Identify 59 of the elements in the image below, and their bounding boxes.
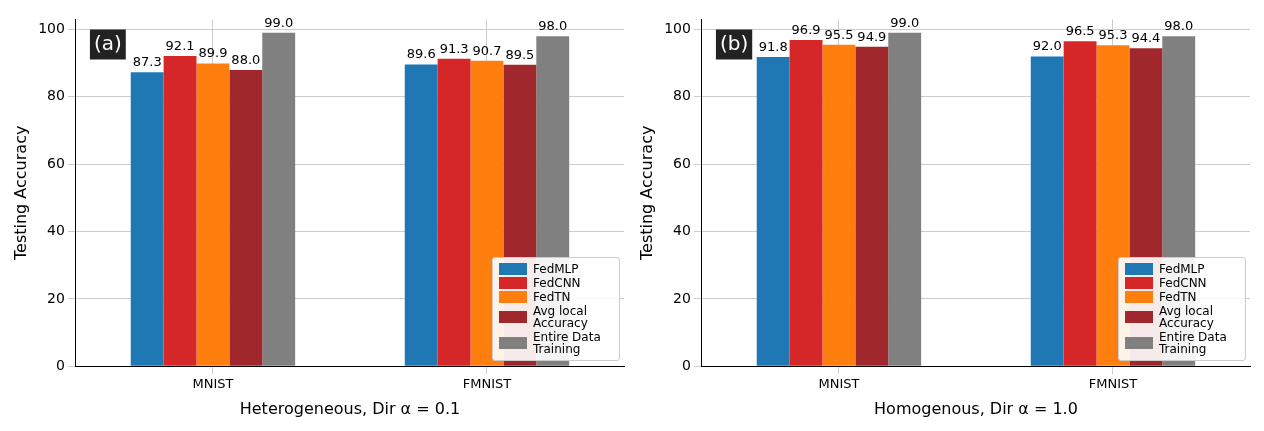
data-label: 98.0: [1164, 18, 1194, 34]
data-label: 89.6: [406, 46, 436, 62]
bar: [229, 69, 263, 366]
x-tick-label: FMNIST: [1088, 376, 1138, 392]
legend-label: FedTN: [533, 290, 571, 304]
y-tick-label: 0: [56, 356, 65, 373]
legend-label: FedCNN: [1159, 276, 1207, 290]
legend-label: Entire Data Training: [1159, 330, 1228, 356]
legend-label: FedCNN: [533, 276, 581, 290]
bar: [404, 64, 438, 366]
legend-label: FedMLP: [533, 262, 579, 276]
data-label: 96.5: [1065, 23, 1095, 39]
data-label: 99.0: [264, 14, 294, 30]
bar: [262, 32, 296, 366]
data-label: 92.0: [1032, 38, 1062, 54]
data-label: 91.3: [439, 40, 469, 56]
bar: [437, 58, 471, 366]
legend-label: FedMLP: [1159, 262, 1205, 276]
legend-label: Avg local Accuracy: [1159, 304, 1215, 330]
data-label: 98.0: [538, 18, 568, 34]
bar: [130, 72, 164, 366]
bar: [196, 63, 230, 366]
x-tick-label: MNIST: [192, 376, 234, 392]
data-label: 95.3: [1098, 27, 1128, 43]
data-label: 94.4: [1131, 30, 1161, 46]
y-axis-title: Testing Accuracy: [10, 125, 30, 261]
data-label: 92.1: [165, 37, 195, 53]
data-label: 91.8: [758, 38, 788, 54]
y-tick-label: 100: [38, 20, 65, 37]
y-tick-label: 40: [47, 222, 65, 239]
data-label: 99.0: [890, 14, 920, 30]
y-tick-label: 60: [47, 154, 65, 171]
y-axis-title: Testing Accuracy: [636, 125, 656, 261]
data-label: 90.7: [472, 42, 502, 58]
y-tick-label: 40: [673, 222, 691, 239]
x-tick-label: FMNIST: [462, 376, 512, 392]
data-label: 95.5: [824, 26, 854, 42]
data-label: 94.9: [857, 28, 887, 44]
y-tick-label: 80: [47, 87, 65, 104]
data-label: 87.3: [132, 54, 162, 70]
y-tick-label: 100: [664, 20, 691, 37]
legend-label: Avg local Accuracy: [533, 304, 589, 330]
data-label: 89.9: [198, 45, 228, 61]
bar: [163, 56, 197, 366]
x-tick-label: MNIST: [818, 376, 860, 392]
y-tick-label: 80: [673, 87, 691, 104]
data-label: 89.5: [505, 46, 535, 62]
x-axis-title: Homogenous, Dir α = 1.0: [874, 398, 1078, 418]
data-label: 88.0: [231, 51, 261, 67]
legend-label: Entire Data Training: [533, 330, 602, 356]
annotation: (a): [93, 30, 122, 55]
y-tick-label: 60: [673, 154, 691, 171]
legend-label: FedTN: [1159, 290, 1197, 304]
y-tick-label: 20: [673, 289, 691, 306]
y-tick-label: 0: [682, 356, 691, 373]
data-label: 96.9: [791, 21, 821, 37]
x-axis-title: Heterogeneous, Dir α = 0.1: [239, 398, 461, 418]
annotation: (b): [719, 30, 749, 55]
y-tick-label: 20: [47, 289, 65, 306]
